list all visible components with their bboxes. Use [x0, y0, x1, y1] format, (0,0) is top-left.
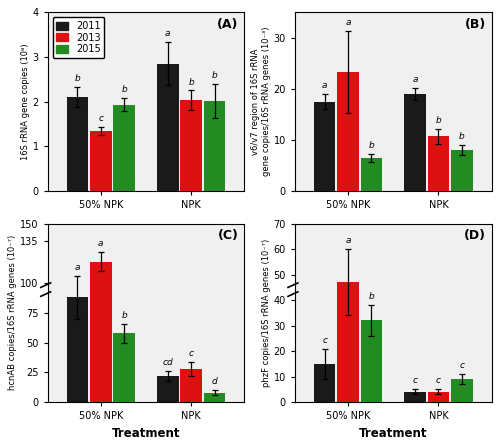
Y-axis label: phzF copies/16S rRNA genes (10⁻⁷): phzF copies/16S rRNA genes (10⁻⁷) [262, 239, 270, 387]
Y-axis label: 16S rRNA gene copies (10⁸): 16S rRNA gene copies (10⁸) [20, 43, 30, 160]
Bar [404, 94, 426, 191]
Bar [114, 333, 135, 402]
Bar [180, 369, 202, 402]
Bar [451, 379, 472, 402]
Bar [314, 102, 336, 191]
Bar [90, 262, 112, 402]
Bar [157, 376, 178, 402]
Text: b: b [122, 85, 127, 94]
X-axis label: Treatment: Treatment [112, 426, 180, 439]
Bar [204, 101, 226, 191]
Y-axis label: v6/v7 region of 16S rRNA
gene copies/16S rRNA genes (10⁻³): v6/v7 region of 16S rRNA gene copies/16S… [252, 27, 270, 177]
Text: c: c [460, 361, 464, 370]
Bar [428, 392, 450, 402]
Text: a: a [346, 236, 351, 245]
Text: (C): (C) [218, 229, 238, 242]
Text: b: b [368, 292, 374, 301]
Text: (B): (B) [464, 17, 486, 31]
Bar [90, 130, 112, 191]
Text: a: a [322, 81, 328, 90]
Text: (A): (A) [217, 17, 238, 31]
Text: (D): (D) [464, 229, 486, 242]
Text: a: a [98, 239, 103, 248]
Text: b: b [368, 141, 374, 150]
Text: b: b [436, 116, 442, 125]
Text: cd: cd [162, 358, 173, 367]
Bar [66, 97, 88, 191]
Text: c: c [436, 376, 441, 385]
Text: b: b [74, 74, 80, 83]
Bar [157, 64, 178, 191]
X-axis label: Treatment: Treatment [359, 426, 428, 439]
Text: d: d [212, 377, 218, 386]
Bar [404, 392, 426, 402]
Text: a: a [74, 263, 80, 272]
Text: a: a [346, 18, 351, 27]
Text: c: c [188, 349, 194, 358]
Bar [338, 282, 359, 402]
Text: a: a [412, 75, 418, 84]
Text: b: b [212, 71, 218, 80]
Bar [360, 158, 382, 191]
Text: b: b [188, 78, 194, 86]
Text: b: b [459, 132, 465, 141]
Bar [428, 136, 450, 191]
Legend: 2011, 2013, 2015: 2011, 2013, 2015 [52, 17, 104, 58]
Bar [204, 392, 226, 402]
Text: c: c [322, 336, 327, 345]
Y-axis label: hcnAB copies/16S rRNA genes (10⁻⁷): hcnAB copies/16S rRNA genes (10⁻⁷) [8, 235, 18, 391]
Bar [66, 297, 88, 402]
Bar [314, 364, 336, 402]
Text: c: c [98, 114, 103, 123]
Text: a: a [165, 29, 170, 39]
Text: c: c [412, 376, 418, 385]
Bar [338, 72, 359, 191]
Text: b: b [122, 310, 127, 319]
Bar [180, 100, 202, 191]
Bar [114, 105, 135, 191]
Bar [451, 150, 472, 191]
Bar [360, 320, 382, 402]
